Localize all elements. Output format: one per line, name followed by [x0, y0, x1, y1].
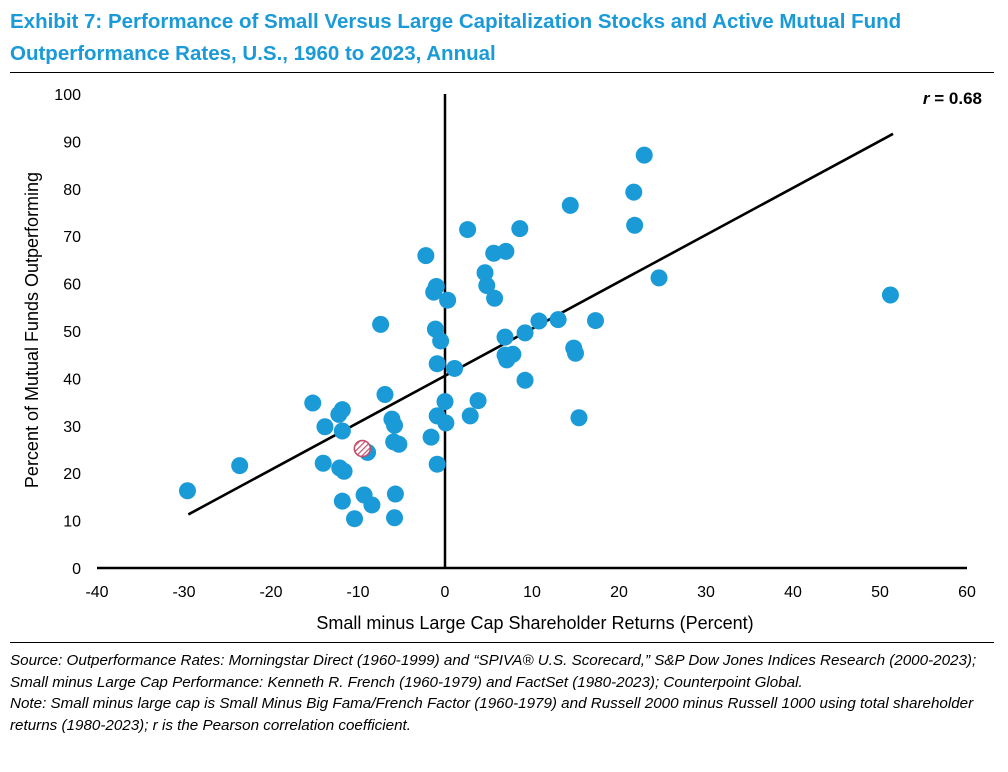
y-tick-label: 90: [63, 134, 81, 151]
data-point: [626, 216, 644, 234]
data-point: [372, 315, 390, 333]
data-point: [511, 220, 529, 238]
y-tick-label: 20: [63, 466, 81, 483]
title-line-1: Exhibit 7: Performance of Small Versus L…: [10, 10, 902, 33]
x-tick-label: 0: [441, 584, 450, 601]
data-point: [570, 409, 588, 427]
x-tick-label: 30: [697, 584, 715, 601]
data-point: [417, 247, 435, 265]
data-point: [461, 407, 479, 425]
data-point: [363, 496, 381, 514]
tick-labels: -40 -30 -20 -10 0 10 20 30 40 50 60 0 10 20 30 40 50 60 70…: [54, 87, 976, 601]
data-point: [333, 492, 351, 510]
data-point: [346, 510, 364, 528]
data-points: [178, 146, 899, 528]
data-point: [390, 435, 408, 453]
data-point: [478, 276, 496, 294]
data-point: [476, 264, 494, 282]
title-rule: [10, 72, 994, 73]
data-point: [427, 277, 445, 295]
x-tick-label: 40: [784, 584, 802, 601]
highlighted-data-point: [353, 439, 372, 458]
data-point: [446, 359, 464, 377]
data-point: [333, 422, 351, 440]
footnotes: Source: Outperformance Rates: Morningsta…: [10, 650, 996, 736]
data-point: [625, 183, 643, 201]
x-tick-label: -20: [259, 584, 282, 601]
data-point: [549, 311, 567, 329]
data-point: [231, 457, 249, 475]
x-tick-label: 10: [523, 584, 541, 601]
x-tick-label: -10: [346, 584, 369, 601]
data-point: [304, 394, 322, 412]
data-point: [437, 414, 455, 432]
notes-rule: [10, 642, 994, 643]
x-tick-label: 50: [871, 584, 889, 601]
data-point: [567, 344, 584, 362]
y-tick-label: 50: [63, 324, 81, 341]
y-tick-label: 60: [63, 277, 81, 294]
data-point: [561, 196, 579, 214]
correlation-annotation: r = 0.68: [923, 89, 982, 108]
data-point: [650, 269, 668, 287]
data-point: [504, 345, 522, 363]
data-point: [428, 455, 446, 473]
data-point: [530, 312, 548, 330]
x-tick-label: -30: [172, 584, 195, 601]
data-point: [436, 393, 454, 411]
x-tick-label: -40: [85, 584, 108, 601]
title-line-2: Outperformance Rates, U.S., 1960 to 2023…: [10, 42, 496, 65]
data-point: [516, 324, 534, 342]
data-point: [333, 401, 351, 419]
data-point: [497, 242, 515, 260]
source-note: Source: Outperformance Rates: Morningsta…: [10, 652, 977, 691]
data-point: [469, 392, 487, 410]
data-point: [422, 428, 440, 446]
data-point: [459, 221, 477, 239]
y-tick-label: 40: [63, 371, 81, 388]
data-point: [439, 291, 457, 309]
data-point: [335, 462, 353, 480]
x-tick-label: 60: [958, 584, 976, 601]
data-point: [635, 146, 653, 164]
data-point: [428, 355, 446, 373]
data-point: [587, 312, 605, 330]
scatter-chart: -40 -30 -20 -10 0 10 20 30 40 50 60 0 10 20 30 40 50 60 70…: [22, 87, 982, 633]
x-axis-label: Small minus Large Cap Shareholder Return…: [316, 613, 753, 633]
data-point: [316, 418, 334, 436]
exhibit-title: Exhibit 7: Performance of Small Versus L…: [10, 6, 1000, 70]
data-point: [496, 328, 514, 346]
y-tick-label: 30: [63, 419, 81, 436]
y-tick-label: 80: [63, 182, 81, 199]
data-point: [386, 485, 404, 503]
data-point: [386, 416, 404, 434]
data-point: [486, 289, 504, 307]
data-point: [376, 386, 394, 404]
data-point: [314, 454, 332, 472]
y-tick-label: 70: [63, 229, 81, 246]
y-tick-label: 0: [72, 561, 81, 578]
y-tick-label: 10: [63, 514, 81, 531]
y-axis-label: Percent of Mutual Funds Outperforming: [22, 172, 42, 488]
y-tick-label: 100: [54, 87, 81, 104]
axes: [97, 94, 967, 570]
data-point: [386, 509, 404, 527]
data-point: [178, 482, 196, 500]
data-point: [881, 286, 899, 304]
x-tick-label: 20: [610, 584, 628, 601]
method-note: Note: Small minus large cap is Small Min…: [10, 695, 974, 734]
data-point: [432, 332, 450, 350]
data-point: [516, 371, 534, 389]
